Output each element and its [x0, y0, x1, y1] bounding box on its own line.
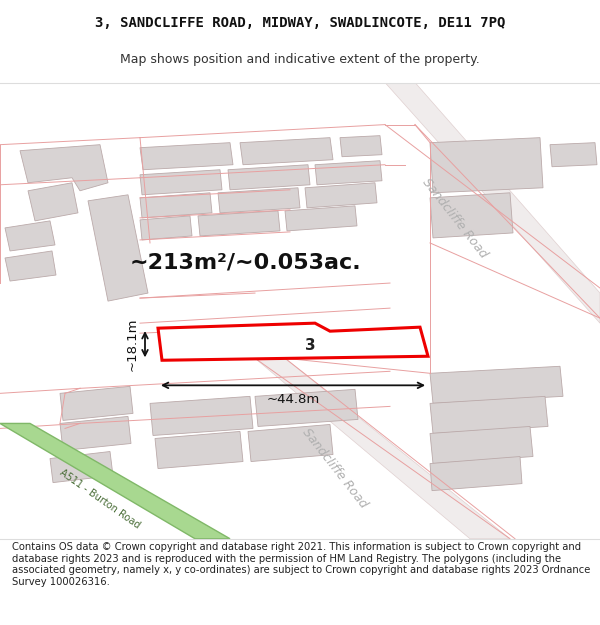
Polygon shape — [385, 82, 600, 323]
Polygon shape — [550, 142, 597, 167]
Polygon shape — [228, 165, 310, 190]
Text: Map shows position and indicative extent of the property.: Map shows position and indicative extent… — [120, 53, 480, 66]
Polygon shape — [305, 182, 377, 208]
Polygon shape — [430, 366, 563, 403]
Polygon shape — [240, 138, 333, 165]
Text: Sandcliffe Road: Sandcliffe Road — [300, 426, 370, 511]
Polygon shape — [430, 426, 533, 464]
Polygon shape — [248, 424, 333, 461]
Polygon shape — [340, 136, 382, 157]
Polygon shape — [430, 396, 548, 434]
Text: ~18.1m: ~18.1m — [126, 318, 139, 371]
Text: A511 - Burton Road: A511 - Burton Road — [58, 467, 142, 530]
Polygon shape — [140, 170, 222, 195]
Text: Contains OS data © Crown copyright and database right 2021. This information is : Contains OS data © Crown copyright and d… — [12, 542, 590, 587]
Polygon shape — [140, 192, 212, 218]
Polygon shape — [88, 195, 148, 301]
Polygon shape — [28, 182, 78, 221]
Polygon shape — [5, 251, 56, 281]
Polygon shape — [255, 389, 358, 426]
Polygon shape — [5, 221, 55, 251]
Polygon shape — [430, 138, 543, 192]
Polygon shape — [285, 206, 357, 231]
Polygon shape — [255, 358, 510, 539]
Text: ~44.8m: ~44.8m — [266, 393, 320, 406]
Polygon shape — [158, 323, 428, 360]
Text: 3: 3 — [305, 338, 316, 352]
Polygon shape — [60, 416, 131, 451]
Polygon shape — [150, 396, 253, 436]
Text: ~213m²/~0.053ac.: ~213m²/~0.053ac. — [129, 253, 361, 273]
Polygon shape — [0, 423, 230, 539]
Polygon shape — [198, 211, 280, 236]
Polygon shape — [315, 161, 382, 185]
Polygon shape — [60, 386, 133, 421]
Polygon shape — [140, 216, 192, 240]
Text: Sandcliffe Road: Sandcliffe Road — [420, 176, 490, 260]
Polygon shape — [20, 144, 108, 191]
Polygon shape — [50, 451, 113, 482]
Polygon shape — [140, 142, 233, 170]
Polygon shape — [430, 456, 522, 491]
Text: 3, SANDCLIFFE ROAD, MIDWAY, SWADLINCOTE, DE11 7PQ: 3, SANDCLIFFE ROAD, MIDWAY, SWADLINCOTE,… — [95, 16, 505, 30]
Polygon shape — [218, 188, 300, 213]
Polygon shape — [430, 192, 513, 238]
Polygon shape — [155, 431, 243, 469]
